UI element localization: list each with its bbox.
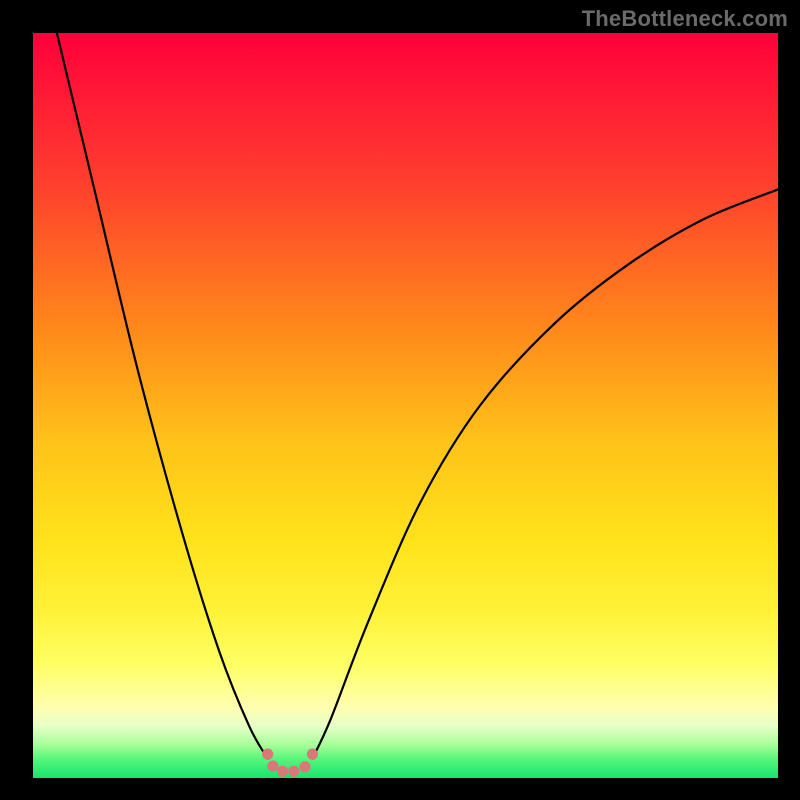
plot-svg <box>33 33 778 778</box>
gradient-background <box>33 33 778 778</box>
plot-area <box>33 33 778 778</box>
minimum-marker-dot <box>277 766 288 777</box>
minimum-marker-dot <box>267 760 278 771</box>
minimum-marker-dot <box>288 766 299 777</box>
watermark-text: TheBottleneck.com <box>582 6 788 32</box>
minimum-marker-dot <box>299 761 310 772</box>
minimum-marker-dot <box>307 749 318 760</box>
minimum-marker-dot <box>262 749 273 760</box>
chart-frame: TheBottleneck.com <box>0 0 800 800</box>
